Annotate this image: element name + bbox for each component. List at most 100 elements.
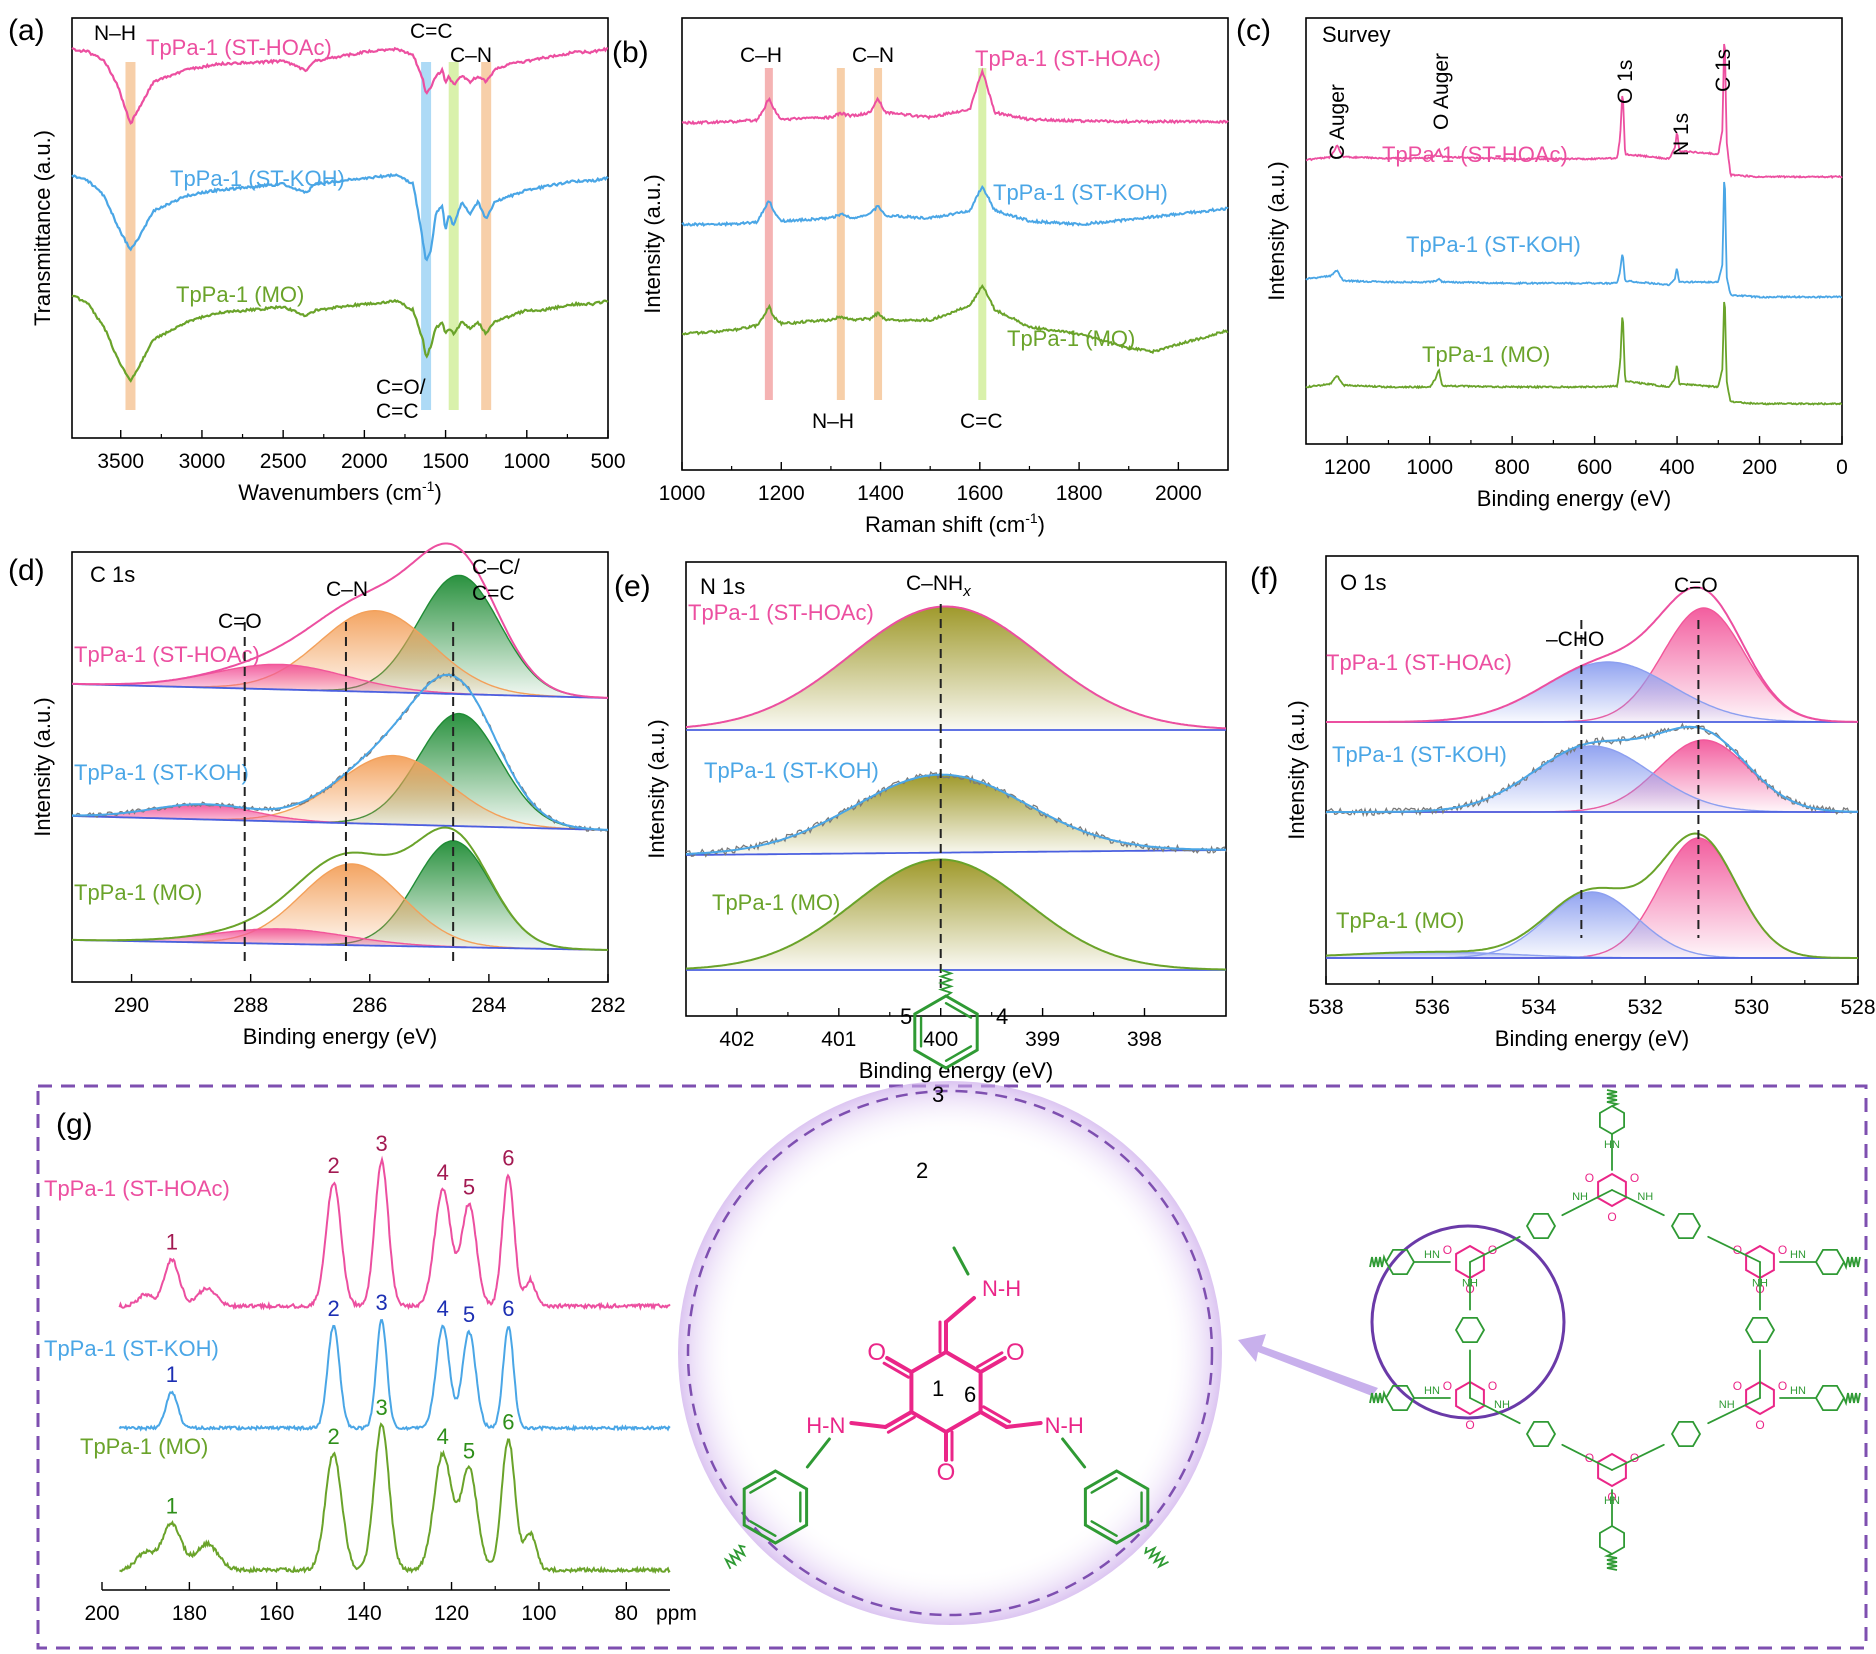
framework-aryl-outer (1599, 1104, 1625, 1136)
label-2: 2 (916, 1158, 928, 1183)
a-series-line (71, 294, 609, 383)
a-annot-cn: C–N (450, 44, 492, 67)
f-component-fill (1326, 746, 1858, 812)
benzene-double-bond (1090, 1476, 1118, 1494)
d-baseline (72, 683, 608, 699)
carbonyl-double (882, 1361, 910, 1379)
molecular-structure: OOON-HN-HH-N543216OOOOOOOOOOOOOOOOOONHNH… (678, 969, 1861, 1625)
framework-aryl-outer (1814, 1249, 1846, 1275)
e-envelope (685, 605, 1227, 730)
framework-link (1561, 1189, 1613, 1217)
d-xtick-label: 290 (114, 994, 149, 1017)
f-xtick-label: 528 (1840, 996, 1875, 1019)
a-band (448, 62, 459, 410)
framework-o: O (1585, 1171, 1594, 1185)
a-series-line (71, 172, 609, 262)
c-annot-peak: C Auger (1326, 84, 1349, 160)
g-peak-label: 4 (437, 1296, 449, 1321)
f-component-fill (1326, 740, 1858, 812)
a-xtick-label: 2000 (341, 450, 388, 473)
b-panel-letter: (b) (612, 36, 649, 69)
g-peak-label: 2 (327, 1424, 339, 1449)
framework-hn: HN (1790, 1385, 1806, 1397)
exo-double-bond (883, 1410, 914, 1429)
d-component-fill (72, 575, 608, 698)
label-6: 6 (964, 1382, 976, 1407)
d-xtick-label: 282 (590, 994, 625, 1017)
framework-o: O (1630, 1451, 1639, 1465)
b-series-line (681, 184, 1229, 228)
d-ylabel: Intensity (a.u.) (30, 697, 55, 836)
a-annot-cc2: C=C (376, 400, 419, 423)
a-xtick-label: 2500 (260, 450, 307, 473)
panel-f-xps-o1s: (f) 538 536 534 532 530 528 Intensity (a.u.) Bin… (1250, 555, 1876, 1051)
b-band (874, 68, 883, 400)
d-component-fill (72, 804, 608, 830)
aryl-top (913, 994, 979, 1070)
e-xtick-label: 398 (1127, 1028, 1162, 1051)
n-ar-bond (1061, 1437, 1087, 1469)
c-xtick-label: 1000 (1406, 456, 1453, 479)
c-xtick-label: 400 (1660, 456, 1695, 479)
framework-link (1611, 1443, 1665, 1471)
framework-aryl-outer (1814, 1385, 1846, 1411)
g-peak-label: 1 (166, 1230, 178, 1255)
c-legend-hoac: TpPa-1 (ST-HOAc) (1382, 142, 1568, 167)
b-legend-mo: TpPa-1 (MO) (1007, 326, 1135, 351)
c-xtick-label: 200 (1742, 456, 1777, 479)
a-xtick-label: 3500 (97, 450, 144, 473)
framework-aryl (1670, 1421, 1702, 1447)
framework-wavy (1606, 1089, 1621, 1107)
b-xtick-label: 1000 (659, 482, 706, 505)
d-legend: TpPa-1 (ST-KOH) (74, 760, 249, 785)
framework-o: O (1607, 1210, 1616, 1224)
g-xtick-label: 160 (259, 1602, 294, 1625)
framework-aryl (1525, 1421, 1557, 1447)
g-peak-label: 5 (463, 1302, 475, 1327)
d-legend: TpPa-1 (ST-HOAc) (74, 642, 260, 667)
c-legend-koh: TpPa-1 (ST-KOH) (1406, 232, 1581, 257)
g-series-line (119, 1422, 671, 1575)
g-peak-label: 3 (376, 1395, 388, 1420)
carbonyl-bond (978, 1356, 1007, 1374)
framework-o: O (1778, 1379, 1787, 1393)
f-envelope (1326, 586, 1858, 723)
b-band (764, 68, 773, 400)
benzene-double-bond (749, 1520, 777, 1538)
ch-n-bond (944, 1296, 976, 1324)
f-annot-cho: –CHO (1546, 628, 1604, 651)
a-plot-frame (71, 17, 609, 439)
d-baseline (72, 939, 608, 951)
g-peak-label: 4 (437, 1424, 449, 1449)
g-xtick-label: 120 (434, 1602, 469, 1625)
b-ylabel: Intensity (a.u.) (640, 174, 665, 313)
e-legend: TpPa-1 (ST-HOAc) (688, 600, 874, 625)
d-component-fill (72, 928, 608, 950)
label-5: 5 (900, 1004, 912, 1029)
d-component-fill (72, 755, 608, 830)
e-component-fill (686, 606, 1226, 730)
f-xtick-label: 536 (1415, 996, 1450, 1019)
f-xtick-label: 530 (1734, 996, 1769, 1019)
wavy-left (723, 1544, 747, 1570)
e-xtick-label: 401 (821, 1028, 856, 1051)
framework-o: O (1778, 1243, 1787, 1257)
f-xlabel: Binding energy (eV) (1495, 1026, 1689, 1051)
nh-top: N-H (982, 1276, 1021, 1301)
b-annot-cn: C–N (852, 44, 894, 67)
g-panel-letter: (g) (56, 1108, 93, 1141)
framework-o: O (1488, 1379, 1497, 1393)
c-title: Survey (1322, 22, 1390, 47)
g-peak-label: 6 (502, 1410, 514, 1435)
aryl-left (742, 1469, 809, 1545)
d-annot-cc: C–C/ (472, 556, 520, 579)
g-peak-label: 6 (502, 1146, 514, 1171)
framework-nh: NH (1719, 1399, 1735, 1411)
b-plot-frame (681, 17, 1229, 471)
c-series-line (1305, 181, 1843, 300)
f-component-fill (1326, 838, 1858, 958)
d-xtick-label: 284 (471, 994, 506, 1017)
g-peak-label: 3 (376, 1290, 388, 1315)
